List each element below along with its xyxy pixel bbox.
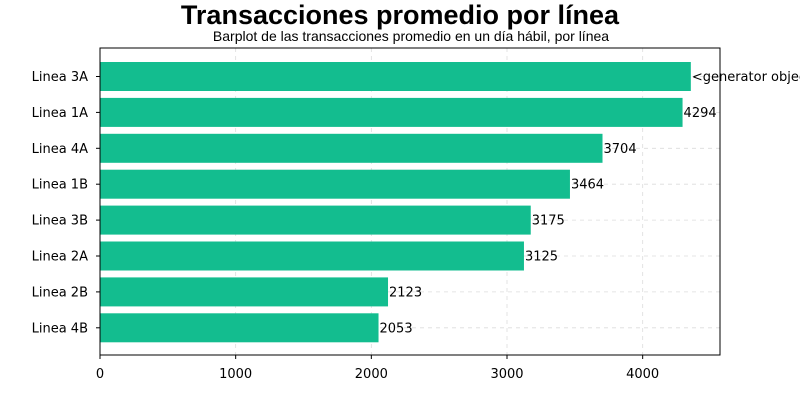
plot-frame <box>99 47 721 356</box>
bar <box>100 205 531 235</box>
bar <box>100 277 389 307</box>
y-tick-label: Linea 4B <box>32 321 88 336</box>
bar <box>100 241 524 271</box>
data-label: 2123 <box>389 285 422 300</box>
grid-lines <box>99 48 720 355</box>
data-labels: <generator object 4294 3704 3464 3175 3125 212… <box>380 70 800 336</box>
data-label: <generator object <box>692 70 800 85</box>
x-axis-ticks: 0 1000 2000 3000 4000 <box>96 355 659 382</box>
y-tick-label: Linea 2B <box>32 285 88 300</box>
x-tick-label: 1000 <box>219 367 252 382</box>
bar <box>100 97 683 127</box>
y-axis-ticks: Linea 3A Linea 1A Linea 4A Linea 1B Linea 3B… <box>32 70 100 336</box>
bar <box>100 133 603 163</box>
x-tick-label: 2000 <box>355 367 388 382</box>
bar <box>100 62 691 91</box>
x-tick-label: 4000 <box>626 367 659 382</box>
y-tick-label: Linea 4A <box>32 142 88 157</box>
y-tick-label: Linea 3A <box>32 70 88 85</box>
y-tick-label: Linea 2A <box>32 250 88 265</box>
data-label: 3464 <box>571 178 604 193</box>
data-label: 3125 <box>525 250 558 265</box>
x-tick-label: 3000 <box>490 367 523 382</box>
bars <box>100 62 691 343</box>
y-tick-label: Linea 1A <box>32 106 88 121</box>
data-label: 4294 <box>684 106 717 121</box>
data-label: 2053 <box>380 321 413 336</box>
data-label: 3175 <box>532 214 565 229</box>
chart-title: Transacciones promedio por línea <box>180 0 620 30</box>
data-label: 3704 <box>604 142 637 157</box>
x-tick-label: 0 <box>96 367 104 382</box>
y-tick-label: Linea 3B <box>32 214 88 229</box>
chart-subtitle: Barplot de las transacciones promedio en… <box>212 28 610 44</box>
bar <box>100 169 570 199</box>
bar <box>100 313 379 343</box>
y-tick-label: Linea 1B <box>32 178 88 193</box>
